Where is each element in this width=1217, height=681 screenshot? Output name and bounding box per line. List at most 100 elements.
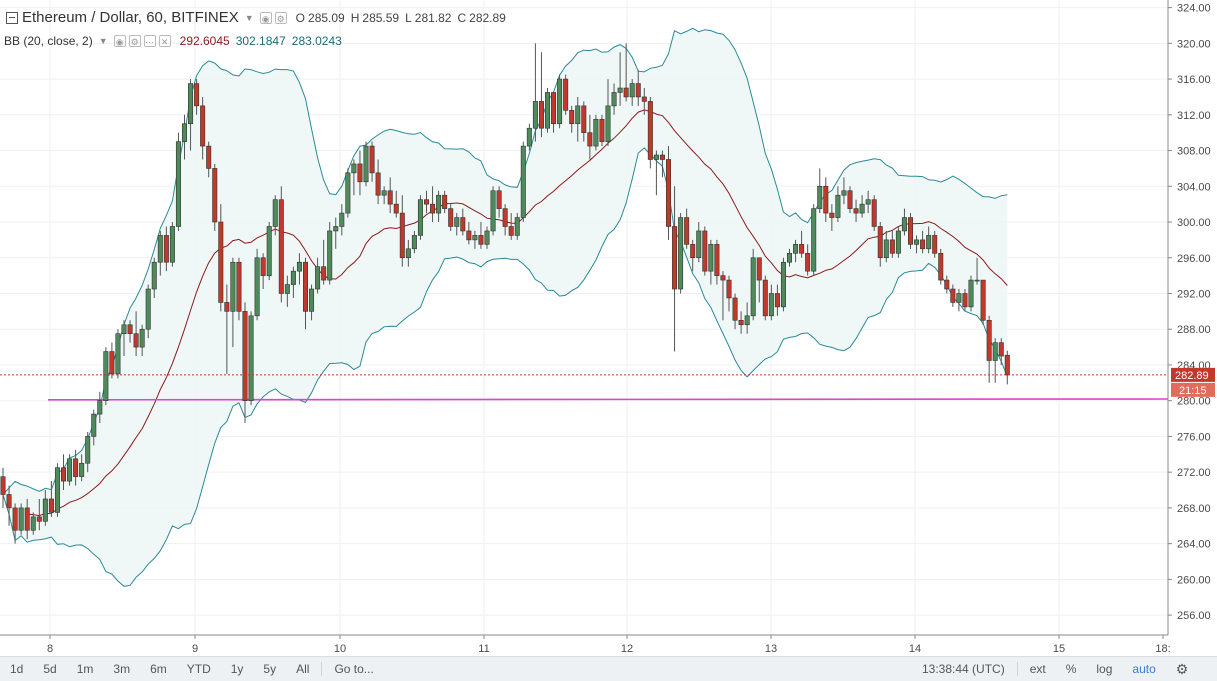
candle-body — [708, 244, 714, 272]
utc-clock[interactable]: 13:38:44 (UTC) — [922, 662, 1005, 676]
candle-body — [333, 226, 339, 232]
bollinger-upper-line — [2, 27, 1008, 495]
candle-body — [472, 235, 478, 241]
candle-body — [690, 244, 696, 259]
candle-body — [696, 230, 702, 259]
candle-body — [526, 127, 532, 147]
toolbar-right: 13:38:44 (UTC) ext % log auto ⚙ — [912, 657, 1198, 681]
candle-body — [659, 154, 665, 160]
candle-body — [54, 467, 60, 513]
toolbar-divider-right — [1016, 662, 1018, 676]
candle-body — [290, 270, 296, 285]
x-tick-label: 10 — [334, 643, 346, 655]
range-6m[interactable]: 6m — [150, 662, 167, 676]
candle-body — [635, 83, 641, 98]
candle-body — [829, 212, 835, 218]
candle-body — [617, 87, 623, 93]
symbol-title[interactable]: Ethereum / Dollar, 60, BITFINEX — [22, 9, 239, 26]
eye-icon[interactable]: ◉ — [259, 11, 272, 24]
candle-body — [962, 293, 968, 308]
range-1d[interactable]: 1d — [10, 662, 24, 676]
candle-body — [950, 288, 956, 303]
candle-body — [182, 123, 188, 142]
indicator-upper-value: 302.1847 — [235, 34, 286, 48]
candle-body — [720, 275, 726, 281]
range-all[interactable]: All — [296, 662, 310, 676]
candle-body — [611, 92, 617, 107]
candle-body — [448, 208, 454, 227]
candle-body — [647, 101, 653, 160]
indicator-eye-icon[interactable]: ◉ — [113, 35, 126, 47]
candle-body — [236, 261, 242, 312]
y-tick-label: 276.00 — [1177, 431, 1211, 443]
candle-body — [206, 145, 212, 169]
candle-body — [551, 92, 557, 125]
candle-body — [841, 190, 847, 196]
log-toggle[interactable]: log — [1096, 662, 1113, 676]
candle-body — [865, 199, 871, 205]
candle-body — [151, 261, 157, 290]
auto-toggle[interactable]: auto — [1132, 662, 1156, 676]
candle-body — [399, 212, 405, 259]
range-ytd[interactable]: YTD — [186, 662, 211, 676]
candle-body — [799, 244, 805, 254]
candle-body — [871, 199, 877, 227]
percent-toggle[interactable]: % — [1065, 662, 1077, 676]
candle-body — [109, 351, 115, 375]
indicator-name[interactable]: BB (20, close, 2) — [4, 34, 93, 48]
candle-body — [768, 293, 774, 317]
indicator-close-icon[interactable]: ✕ — [158, 35, 171, 47]
candle-body — [901, 217, 907, 232]
candle-body — [653, 154, 659, 160]
goto-button[interactable]: Go to... — [334, 662, 374, 676]
candle-body — [248, 315, 254, 401]
chevron-down-icon[interactable]: ▼ — [244, 12, 254, 23]
candle-body — [811, 208, 817, 272]
candle-body — [430, 203, 436, 214]
candle-body — [381, 190, 387, 196]
candle-body — [36, 516, 42, 522]
candle-body — [73, 458, 79, 477]
range-3m[interactable]: 3m — [113, 662, 131, 676]
y-tick-label: 292.00 — [1177, 288, 1211, 300]
range-5d[interactable]: 5d — [43, 662, 57, 676]
close-value: 282.89 — [469, 10, 506, 25]
candle-body — [968, 279, 974, 308]
indicator-chevron-icon[interactable]: ▼ — [98, 36, 108, 46]
candle-body — [97, 400, 103, 415]
settings-small-icon[interactable]: ⚙ — [274, 11, 287, 24]
indicator-more-icon[interactable]: ⋯ — [143, 35, 156, 47]
range-1y[interactable]: 1y — [230, 662, 244, 676]
bollinger-band-fill — [3, 28, 1008, 587]
high-label: H — [350, 10, 360, 25]
candle-body — [254, 257, 260, 317]
candle-body — [520, 145, 526, 218]
candle-body — [750, 257, 756, 317]
candle-body — [998, 342, 1004, 357]
close-label: C — [457, 10, 467, 25]
y-tick-label: 288.00 — [1177, 324, 1211, 336]
candle-body — [490, 190, 496, 232]
gear-icon[interactable]: ⚙ — [1175, 660, 1189, 677]
candle-body — [738, 319, 744, 326]
ext-toggle[interactable]: ext — [1029, 662, 1046, 676]
candle-body — [786, 252, 792, 263]
candle-body — [351, 163, 357, 174]
candle-body — [278, 199, 284, 294]
range-5y[interactable]: 5y — [263, 662, 277, 676]
range-1m[interactable]: 1m — [76, 662, 94, 676]
candle-body — [375, 172, 381, 196]
candle-body — [127, 324, 133, 334]
candle-body — [67, 458, 73, 482]
candle-body — [42, 498, 48, 522]
x-tick-label: 8 — [47, 643, 53, 655]
candle-body — [726, 279, 732, 299]
indicator-settings-icon[interactable]: ⚙ — [128, 35, 141, 47]
candle-body — [581, 105, 587, 133]
candle-body — [327, 230, 333, 281]
price-chart[interactable]: 256.00 260.00 264.00 268.00 272.00 276.00 280.… — [0, 0, 1217, 656]
candle-body — [762, 279, 768, 317]
collapse-icon[interactable] — [6, 11, 18, 24]
candle-body — [678, 217, 684, 290]
candle-body — [145, 288, 151, 330]
